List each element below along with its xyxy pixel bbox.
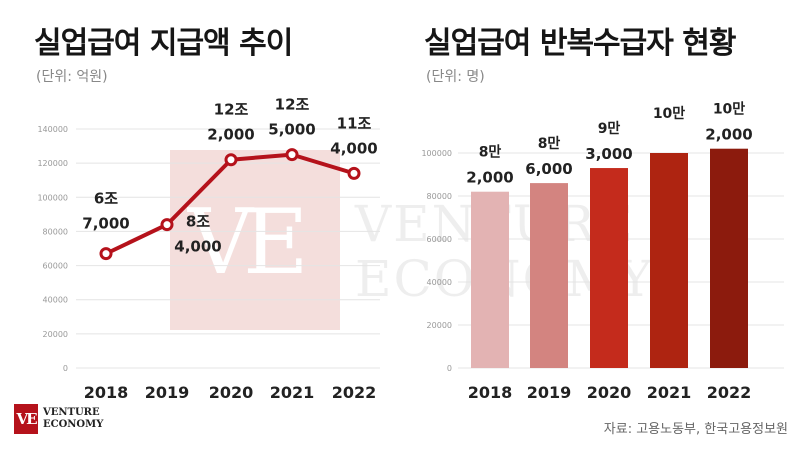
left-y-tick-label: 0: [63, 364, 68, 373]
left-y-tick-label: 100000: [37, 193, 68, 202]
left-point: [285, 148, 299, 162]
right-x-tick-label: 2021: [647, 383, 692, 402]
left-data-label-bottom: 7,000: [82, 215, 129, 233]
right-data-label-top: 8만: [479, 145, 502, 161]
source-note: 자료: 고용노동부, 한국고용정보원: [603, 422, 788, 437]
left-data-label-bottom: 4,000: [330, 139, 377, 157]
left-chart-title: 실업급여 지급액 추이: [34, 26, 293, 61]
right-chart-unit: (단위: 명): [426, 69, 485, 85]
left-x-tick-label: 2022: [332, 383, 377, 402]
right-bar: [590, 168, 628, 368]
left-chart-unit: (단위: 억원): [36, 69, 108, 85]
right-y-tick-label: 60000: [427, 235, 452, 244]
right-data-label-bottom: 2,000: [466, 169, 513, 187]
brand-logo-line2: ECONOMY: [43, 419, 104, 430]
left-data-label-top: 8조: [186, 213, 210, 231]
left-y-tick-label: 20000: [43, 330, 68, 339]
right-data-label-bottom: 2,000: [705, 126, 752, 144]
right-x-tick-label: 2018: [468, 383, 513, 402]
left-data-label-top: 12조: [214, 101, 249, 119]
right-data-label-bottom: 6,000: [525, 160, 572, 178]
left-data-label-bottom: 4,000: [174, 238, 221, 256]
left-x-tick-label: 2021: [270, 383, 315, 402]
right-bar: [471, 191, 509, 368]
right-x-tick-label: 2019: [527, 383, 572, 402]
left-data-label-top: 12조: [275, 96, 310, 114]
brand-logo: VE VENTURE ECONOMY: [14, 404, 103, 434]
brand-logo-monogram: VE: [14, 404, 38, 434]
right-bar: [530, 183, 568, 368]
right-chart-title: 실업급여 반복수급자 현황: [424, 26, 736, 61]
right-data-label-top: 10만: [713, 102, 745, 118]
brand-logo-line1: VENTURE: [43, 407, 100, 418]
right-x-tick-label: 2022: [707, 383, 752, 402]
left-series-line: [105, 152, 355, 256]
right-data-label-bottom: 3,000: [585, 145, 632, 163]
left-point: [160, 218, 174, 232]
left-point: [99, 247, 113, 261]
left-y-tick-label: 140000: [37, 125, 68, 134]
right-bar: [650, 153, 688, 368]
left-y-tick-label: 120000: [37, 159, 68, 168]
left-data-label-bottom: 2,000: [207, 126, 254, 144]
left-y-tick-label: 60000: [43, 262, 68, 271]
left-point: [347, 166, 361, 180]
right-x-tick-label: 2020: [587, 383, 632, 402]
right-y-tick-label: 40000: [427, 278, 452, 287]
left-y-tick-label: 80000: [43, 227, 68, 236]
left-x-tick-label: 2020: [209, 383, 254, 402]
right-y-tick-label: 20000: [427, 321, 452, 330]
left-point: [224, 153, 238, 167]
left-data-label-top: 11조: [337, 114, 372, 132]
right-data-label-top: 10만: [653, 106, 685, 122]
right-y-tick-label: 0: [447, 364, 452, 373]
left-x-tick-label: 2019: [145, 383, 190, 402]
left-y-tick-label: 40000: [43, 296, 68, 305]
right-data-label-top: 9만: [598, 121, 621, 137]
right-y-tick-label: 80000: [427, 192, 452, 201]
left-data-label-top: 6조: [94, 190, 118, 208]
left-x-tick-label: 2018: [84, 383, 129, 402]
left-data-label-bottom: 5,000: [268, 121, 315, 139]
right-data-label-top: 8만: [538, 136, 561, 152]
right-bar: [710, 148, 748, 368]
right-y-tick-label: 100000: [421, 149, 452, 158]
